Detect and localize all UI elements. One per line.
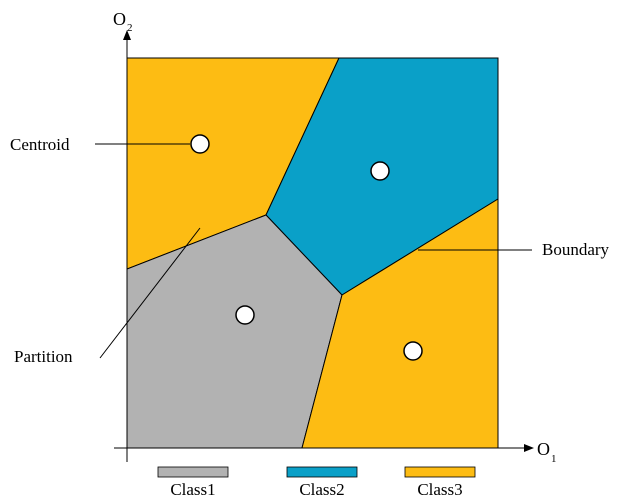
legend-label-class2: Class2 [299, 480, 344, 499]
partition-annotation-label: Partition [14, 347, 73, 366]
boundary-annotation-label: Boundary [542, 240, 610, 259]
x-axis-subscript: 1 [551, 453, 557, 465]
y-axis-label: O [113, 9, 126, 29]
centroid-annotation-label: Centroid [10, 135, 70, 154]
legend-swatch-class2 [286, 466, 358, 478]
centroid-marker [235, 305, 255, 325]
y-axis-arrow-icon [123, 30, 131, 40]
centroid-marker [370, 161, 390, 181]
centroid-marker [190, 134, 210, 154]
partition-leader-line [99, 227, 201, 359]
y-axis-subscript: 2 [127, 22, 133, 34]
legend-label-class1: Class1 [170, 480, 215, 499]
centroid-marker [403, 341, 423, 361]
x-axis-arrow-icon [524, 444, 534, 452]
legend-swatch-class3 [404, 466, 476, 478]
x-axis-label: O [537, 439, 550, 459]
legend-swatch-class1 [157, 466, 229, 478]
legend-label-class3: Class3 [417, 480, 462, 499]
